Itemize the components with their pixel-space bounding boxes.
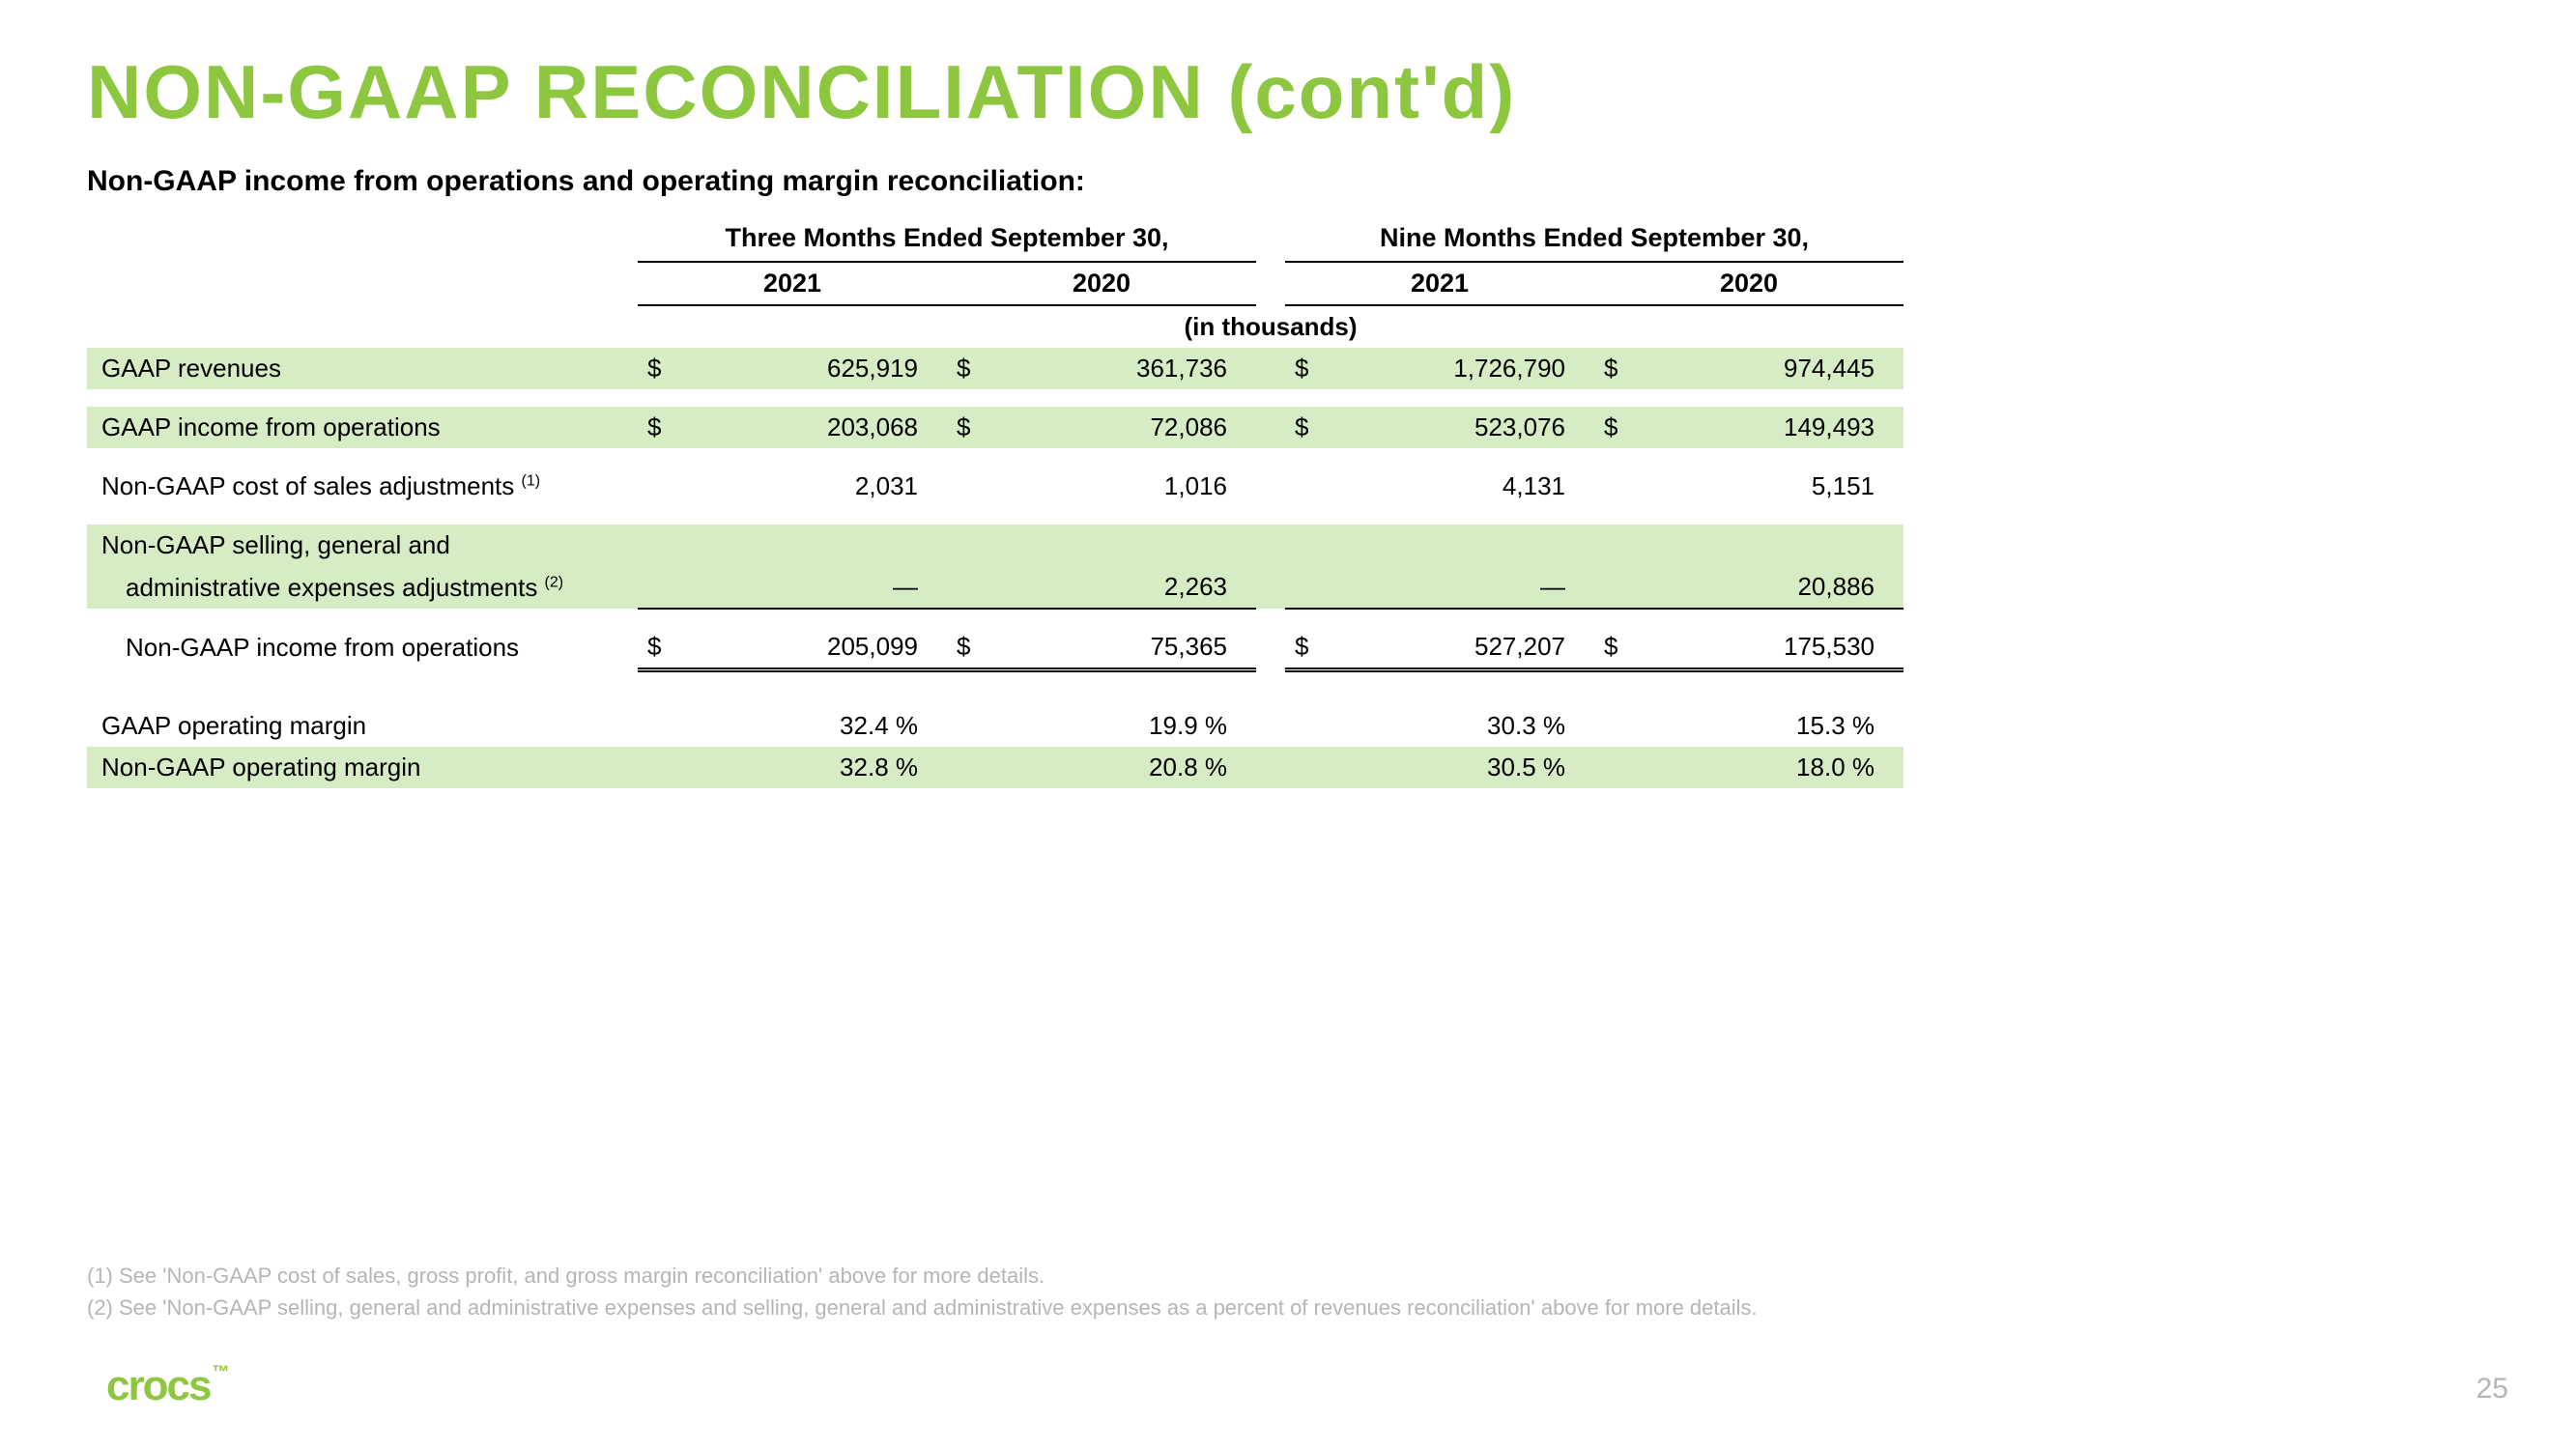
currency-symbol: $ — [1285, 626, 1343, 670]
table-row: GAAP revenues $ 625,919 $ 361,736 $ 1,72… — [87, 348, 1903, 389]
cell-value: 32.4 % — [696, 705, 947, 747]
cell-value: 30.5 % — [1343, 747, 1594, 788]
cell-value: 4,131 — [1343, 466, 1594, 507]
cell-value: 149,493 — [1652, 407, 1903, 448]
period-header-1: Three Months Ended September 30, — [638, 217, 1256, 262]
footnote-1: (1) See 'Non-GAAP cost of sales, gross p… — [87, 1260, 1758, 1292]
currency-symbol: $ — [638, 407, 696, 448]
currency-symbol: $ — [1285, 348, 1343, 389]
row-label: GAAP operating margin — [87, 705, 638, 747]
table-row: Non-GAAP cost of sales adjustments (1) 2… — [87, 466, 1903, 507]
cell-value: 32.8 % — [696, 747, 947, 788]
table-row: Non-GAAP selling, general and — [87, 525, 1903, 566]
row-label: Non-GAAP operating margin — [87, 747, 638, 788]
cell-value: 72,086 — [1005, 407, 1256, 448]
footnotes: (1) See 'Non-GAAP cost of sales, gross p… — [87, 1260, 1758, 1323]
cell-value: 527,207 — [1343, 626, 1594, 670]
currency-symbol: $ — [947, 407, 1005, 448]
page-title: NON-GAAP RECONCILIATION (cont'd) — [87, 48, 2489, 136]
currency-symbol: $ — [638, 626, 696, 670]
year-2021-q: 2021 — [638, 262, 947, 305]
year-header-row: 2021 2020 2021 2020 — [87, 262, 1903, 305]
row-label-line2: administrative expenses adjustments (2) — [87, 566, 638, 609]
year-2020-y: 2020 — [1594, 262, 1903, 305]
page-subtitle: Non-GAAP income from operations and oper… — [87, 165, 2489, 198]
page-number: 25 — [2476, 1373, 2508, 1406]
cell-value: — — [1343, 566, 1594, 609]
period-header-row: Three Months Ended September 30, Nine Mo… — [87, 217, 1903, 262]
row-label: GAAP revenues — [87, 348, 638, 389]
table-row: Non-GAAP income from operations $ 205,09… — [87, 626, 1903, 670]
row-label: Non-GAAP income from operations — [87, 626, 638, 670]
cell-value: 203,068 — [696, 407, 947, 448]
cell-value: 19.9 % — [1005, 705, 1256, 747]
cell-value: 18.0 % — [1652, 747, 1903, 788]
footnote-2: (2) See 'Non-GAAP selling, general and a… — [87, 1292, 1758, 1323]
crocs-logo: crocs™ — [106, 1362, 227, 1410]
cell-value: 523,076 — [1343, 407, 1594, 448]
table-row: GAAP operating margin 32.4 % 19.9 % 30.3… — [87, 705, 1903, 747]
reconciliation-table: Three Months Ended September 30, Nine Mo… — [87, 217, 1903, 788]
cell-value: — — [696, 566, 947, 609]
cell-value: 20.8 % — [1005, 747, 1256, 788]
currency-symbol: $ — [1594, 348, 1652, 389]
cell-value: 75,365 — [1005, 626, 1256, 670]
currency-symbol: $ — [1594, 407, 1652, 448]
units-row: (in thousands) — [87, 305, 1903, 348]
year-2020-q: 2020 — [947, 262, 1256, 305]
cell-value: 20,886 — [1652, 566, 1903, 609]
cell-value: 625,919 — [696, 348, 947, 389]
row-label-line1: Non-GAAP selling, general and — [87, 525, 638, 566]
currency-symbol: $ — [638, 348, 696, 389]
currency-symbol: $ — [947, 348, 1005, 389]
row-label: Non-GAAP cost of sales adjustments (1) — [87, 466, 638, 507]
period-header-2: Nine Months Ended September 30, — [1285, 217, 1903, 262]
cell-value: 205,099 — [696, 626, 947, 670]
currency-symbol: $ — [947, 626, 1005, 670]
cell-value: 1,016 — [1005, 466, 1256, 507]
currency-symbol: $ — [1594, 626, 1652, 670]
cell-value: 30.3 % — [1343, 705, 1594, 747]
cell-value: 5,151 — [1652, 466, 1903, 507]
row-label: GAAP income from operations — [87, 407, 638, 448]
year-2021-y: 2021 — [1285, 262, 1594, 305]
table-row: Non-GAAP operating margin 32.8 % 20.8 % … — [87, 747, 1903, 788]
table-row: GAAP income from operations $ 203,068 $ … — [87, 407, 1903, 448]
cell-value: 15.3 % — [1652, 705, 1903, 747]
cell-value: 361,736 — [1005, 348, 1256, 389]
currency-symbol: $ — [1285, 407, 1343, 448]
table-row: administrative expenses adjustments (2) … — [87, 566, 1903, 609]
cell-value: 2,263 — [1005, 566, 1256, 609]
cell-value: 974,445 — [1652, 348, 1903, 389]
cell-value: 175,530 — [1652, 626, 1903, 670]
cell-value: 1,726,790 — [1343, 348, 1594, 389]
cell-value: 2,031 — [696, 466, 947, 507]
units-label: (in thousands) — [638, 305, 1903, 348]
